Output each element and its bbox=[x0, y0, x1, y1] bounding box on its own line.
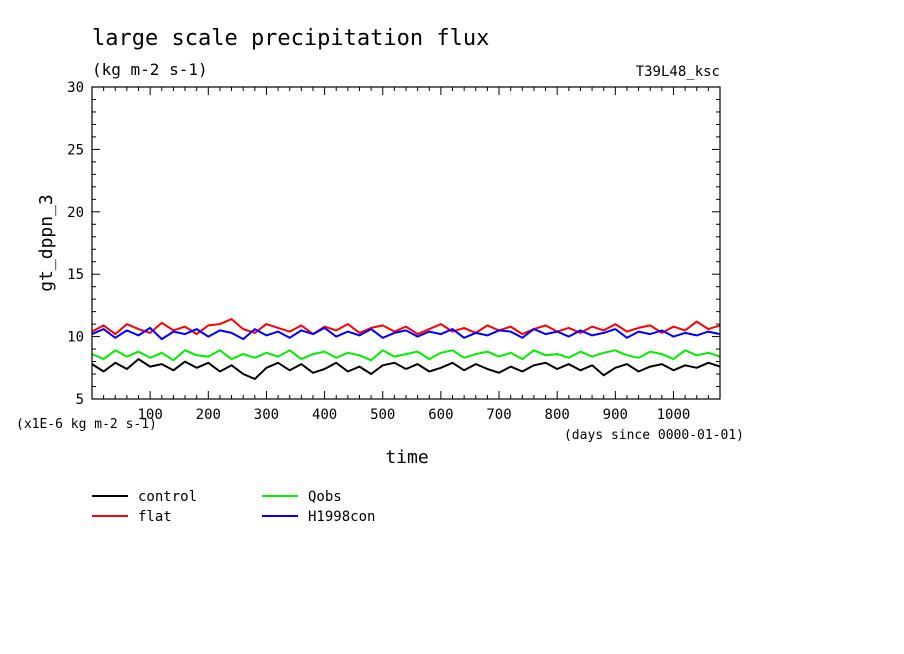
x-axis-units: (days since 0000-01-01) bbox=[564, 428, 744, 443]
x-minor-ticks bbox=[103, 87, 709, 399]
series-line-flat bbox=[91, 318, 721, 336]
series-line-h1998con bbox=[91, 326, 721, 341]
x-tick-label: 1000 bbox=[657, 407, 691, 423]
plot-frame bbox=[91, 86, 721, 400]
x-tick-label: 700 bbox=[486, 407, 511, 423]
y-tick-label: 30 bbox=[67, 80, 84, 96]
series-line-qobs bbox=[91, 349, 721, 362]
run-label: T39L48_ksc bbox=[636, 64, 720, 80]
x-axis: 100 200 300 400 500 600 700 800 900 1000 bbox=[137, 87, 690, 423]
y-tick-label: 10 bbox=[67, 330, 84, 346]
y-axis: 5 10 15 20 25 30 bbox=[67, 80, 720, 408]
x-tick-label: 800 bbox=[545, 407, 570, 423]
x-tick-label: 100 bbox=[137, 407, 162, 423]
series-line-control bbox=[91, 358, 721, 380]
series-layer bbox=[91, 318, 721, 380]
y-tick-label: 15 bbox=[67, 267, 84, 283]
y-tick-label: 5 bbox=[76, 392, 84, 408]
x-tick-label: 400 bbox=[312, 407, 337, 423]
y-tick-label: 25 bbox=[67, 142, 84, 158]
legend-label-h1998con: H1998con bbox=[308, 509, 375, 525]
legend-label-control: control bbox=[138, 489, 197, 505]
chart-subtitle: (kg m-2 s-1) bbox=[92, 60, 208, 79]
legend-label-flat: flat bbox=[138, 509, 172, 525]
x-axis-label: time bbox=[385, 447, 428, 468]
y-axis-units: (x1E-6 kg m-2 s-1) bbox=[16, 417, 157, 432]
x-tick-label: 500 bbox=[370, 407, 395, 423]
y-axis-label: gt_dppn_3 bbox=[36, 194, 57, 292]
legend-label-qobs: Qobs bbox=[308, 489, 342, 505]
x-tick-label: 600 bbox=[428, 407, 453, 423]
y-minor-ticks bbox=[92, 98, 720, 388]
chart-title: large scale precipitation flux bbox=[92, 26, 489, 51]
x-tick-label: 200 bbox=[196, 407, 221, 423]
legend: control Qobs flat H1998con bbox=[92, 489, 375, 525]
x-tick-label: 300 bbox=[254, 407, 279, 423]
y-tick-label: 20 bbox=[67, 205, 84, 221]
x-tick-label: 900 bbox=[603, 407, 628, 423]
